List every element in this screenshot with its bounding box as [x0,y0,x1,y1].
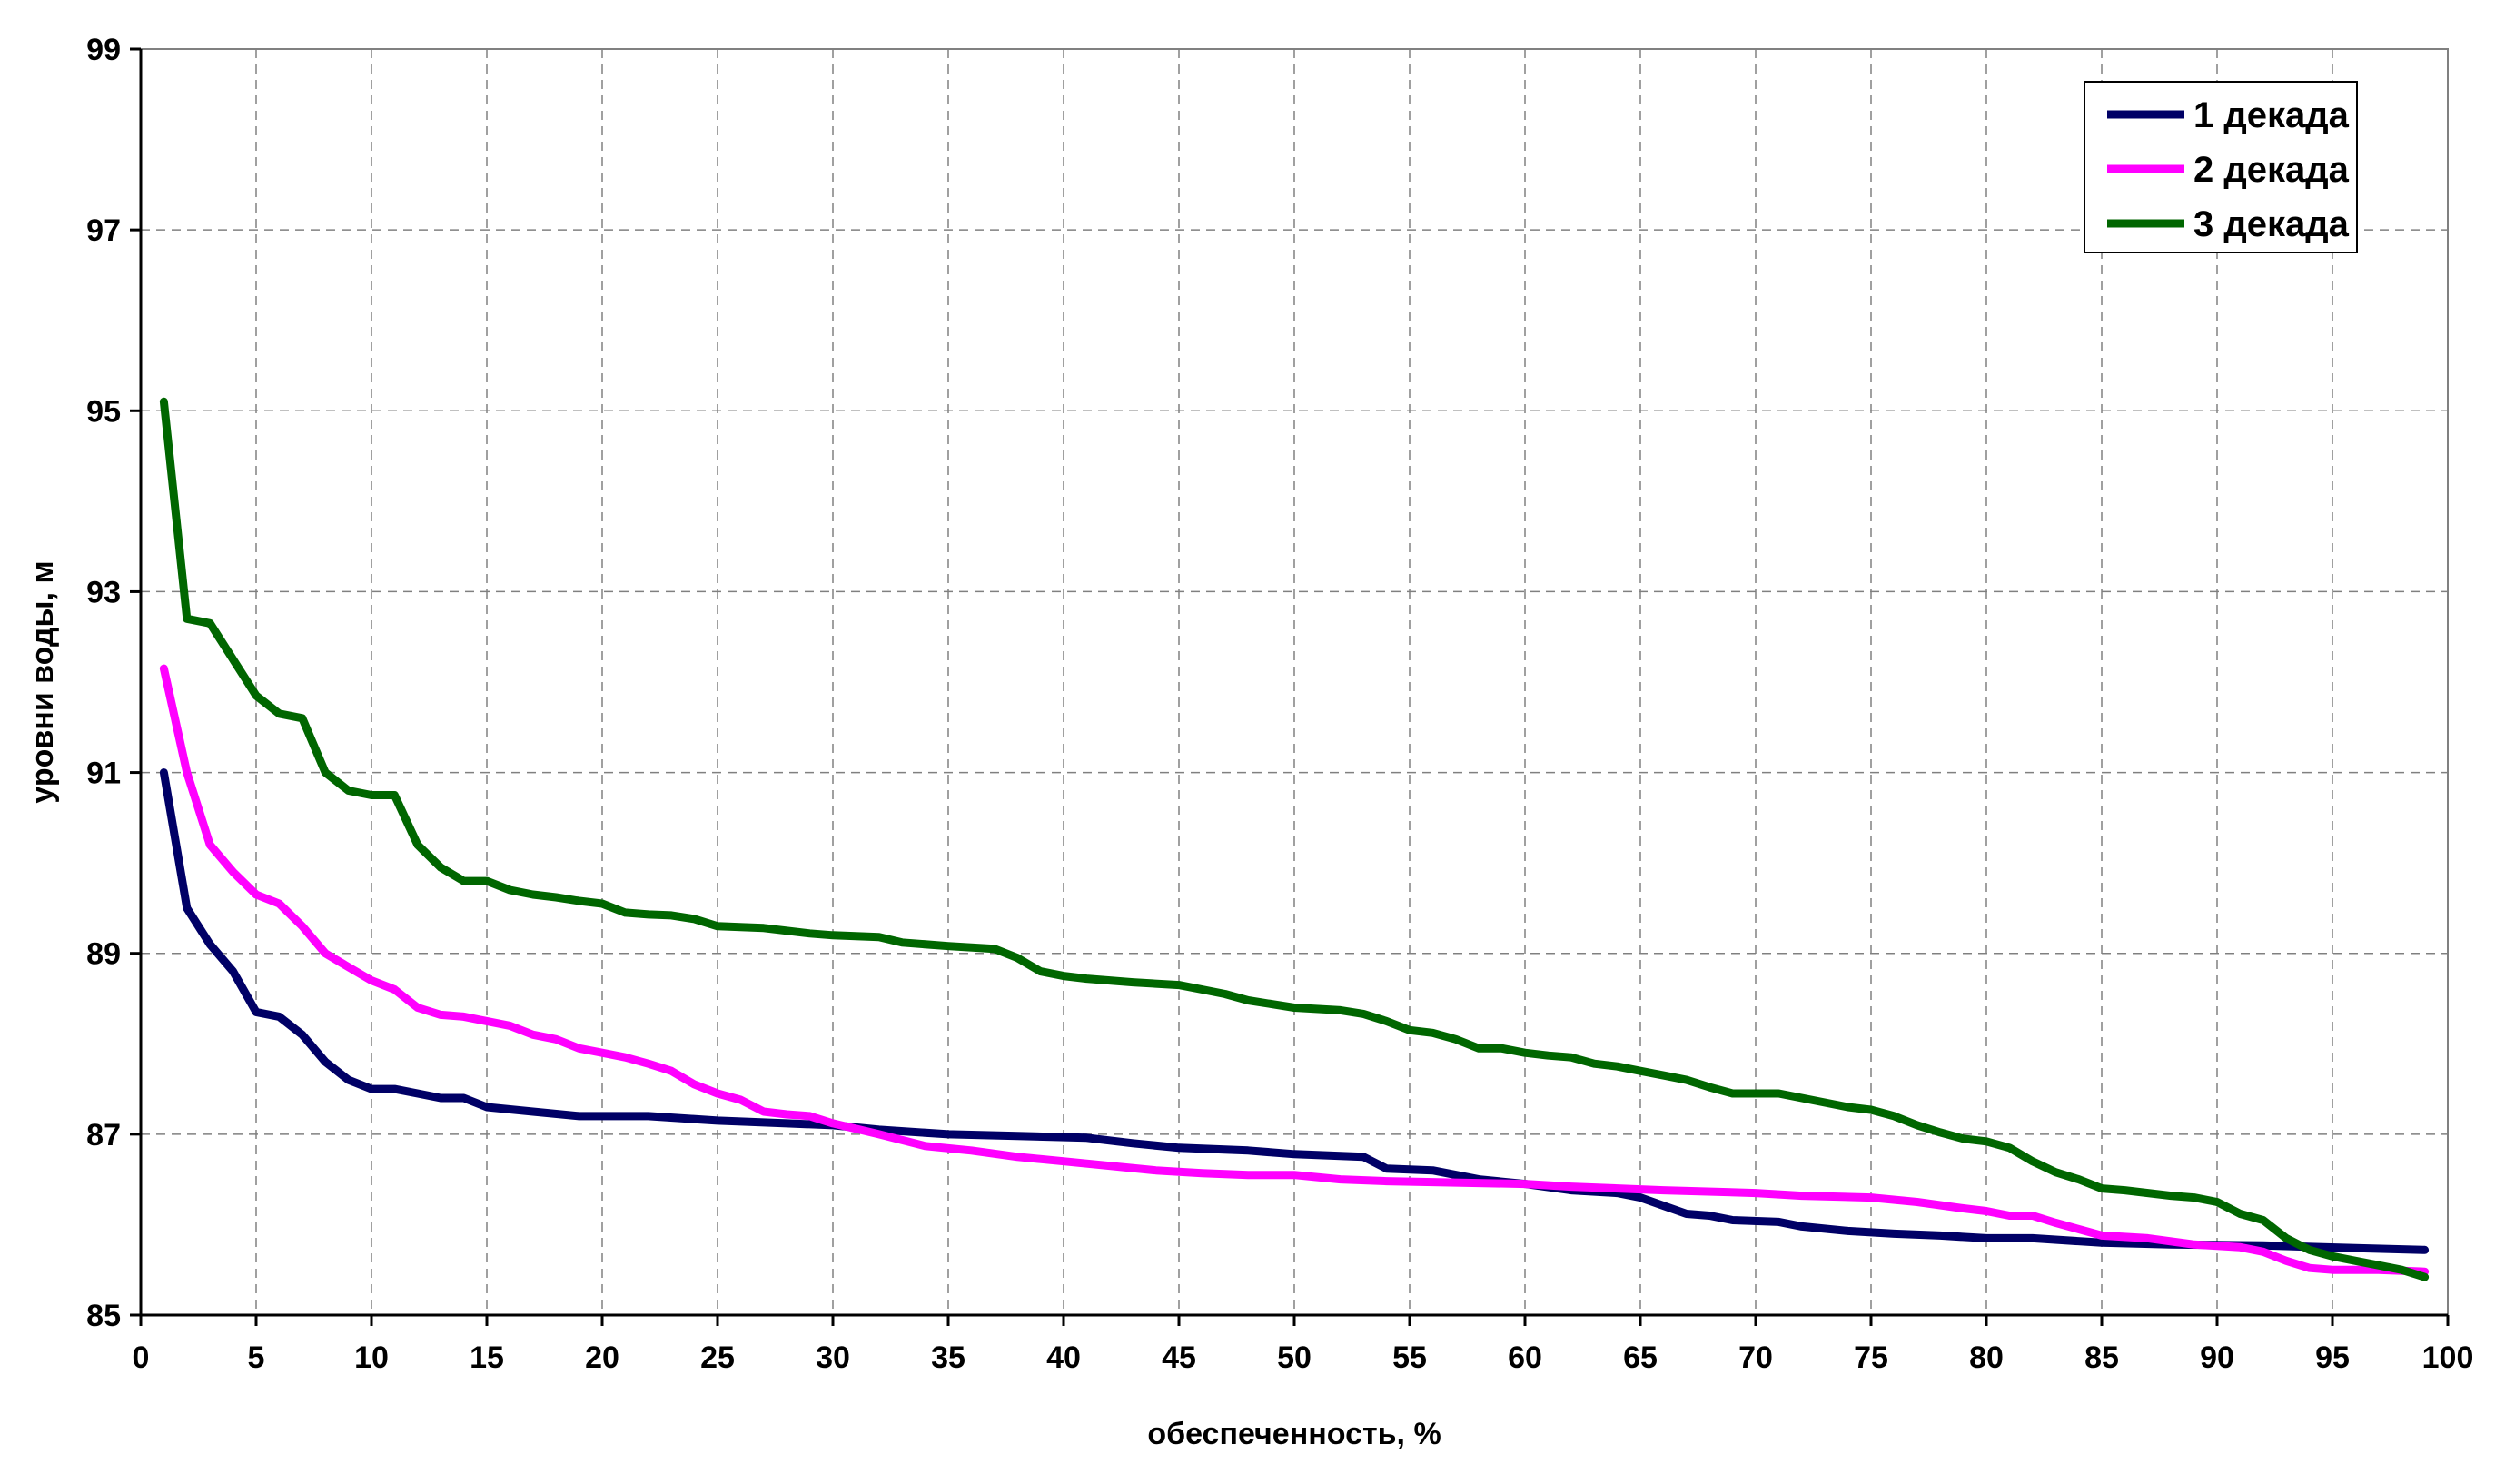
x-tick-label: 90 [2200,1341,2234,1375]
axes [130,47,2450,1326]
x-axis-title: обеспеченность, % [1147,1417,1441,1451]
y-tick-label: 87 [86,1118,121,1153]
x-tick-label: 65 [1623,1341,1658,1375]
x-tick-label: 30 [816,1341,850,1375]
series-line-1 [159,768,2430,1254]
tick-labels: 0 5 10 15 20 25 30 35 40 45 50 55 60 65 70 75 80 85 90 95 10… [86,33,2473,1375]
y-tick-label: 91 [86,757,121,791]
series-line-3 [159,397,2430,1281]
x-tick-label: 75 [1854,1341,1888,1375]
x-tick-label: 95 [2315,1341,2350,1375]
legend-label-1: 1 декада [2193,95,2350,135]
y-axis-title: уровни воды, м [25,560,60,803]
x-tick-label: 100 [2422,1341,2474,1375]
legend-label-3: 3 декада [2193,204,2350,244]
x-tick-label: 5 [248,1341,265,1375]
series-line-2 [159,664,2430,1276]
x-tick-label: 40 [1046,1341,1081,1375]
x-tick-label: 85 [2084,1341,2119,1375]
x-tick-label: 20 [585,1341,619,1375]
x-tick-label: 50 [1277,1341,1312,1375]
series-lines [159,397,2430,1281]
y-tick-label: 97 [86,213,121,248]
x-tick-label: 0 [133,1341,150,1375]
x-tick-label: 45 [1162,1341,1196,1375]
x-tick-label: 80 [1969,1341,2004,1375]
x-tick-label: 60 [1508,1341,1542,1375]
x-tick-label: 15 [470,1341,504,1375]
y-tick-label: 99 [86,33,121,67]
legend: 1 декада 2 декада 3 декада [2084,81,2358,253]
y-tick-label: 85 [86,1299,121,1333]
y-tick-label: 89 [86,937,121,972]
x-tick-label: 10 [354,1341,389,1375]
y-tick-label: 95 [86,394,121,429]
x-tick-label: 35 [931,1341,965,1375]
x-tick-label: 25 [700,1341,735,1375]
gridlines [140,48,2449,1316]
legend-label-2: 2 декада [2193,150,2350,190]
x-tick-label: 55 [1392,1341,1427,1375]
x-tick-label: 70 [1738,1341,1773,1375]
y-tick-label: 93 [86,575,121,609]
